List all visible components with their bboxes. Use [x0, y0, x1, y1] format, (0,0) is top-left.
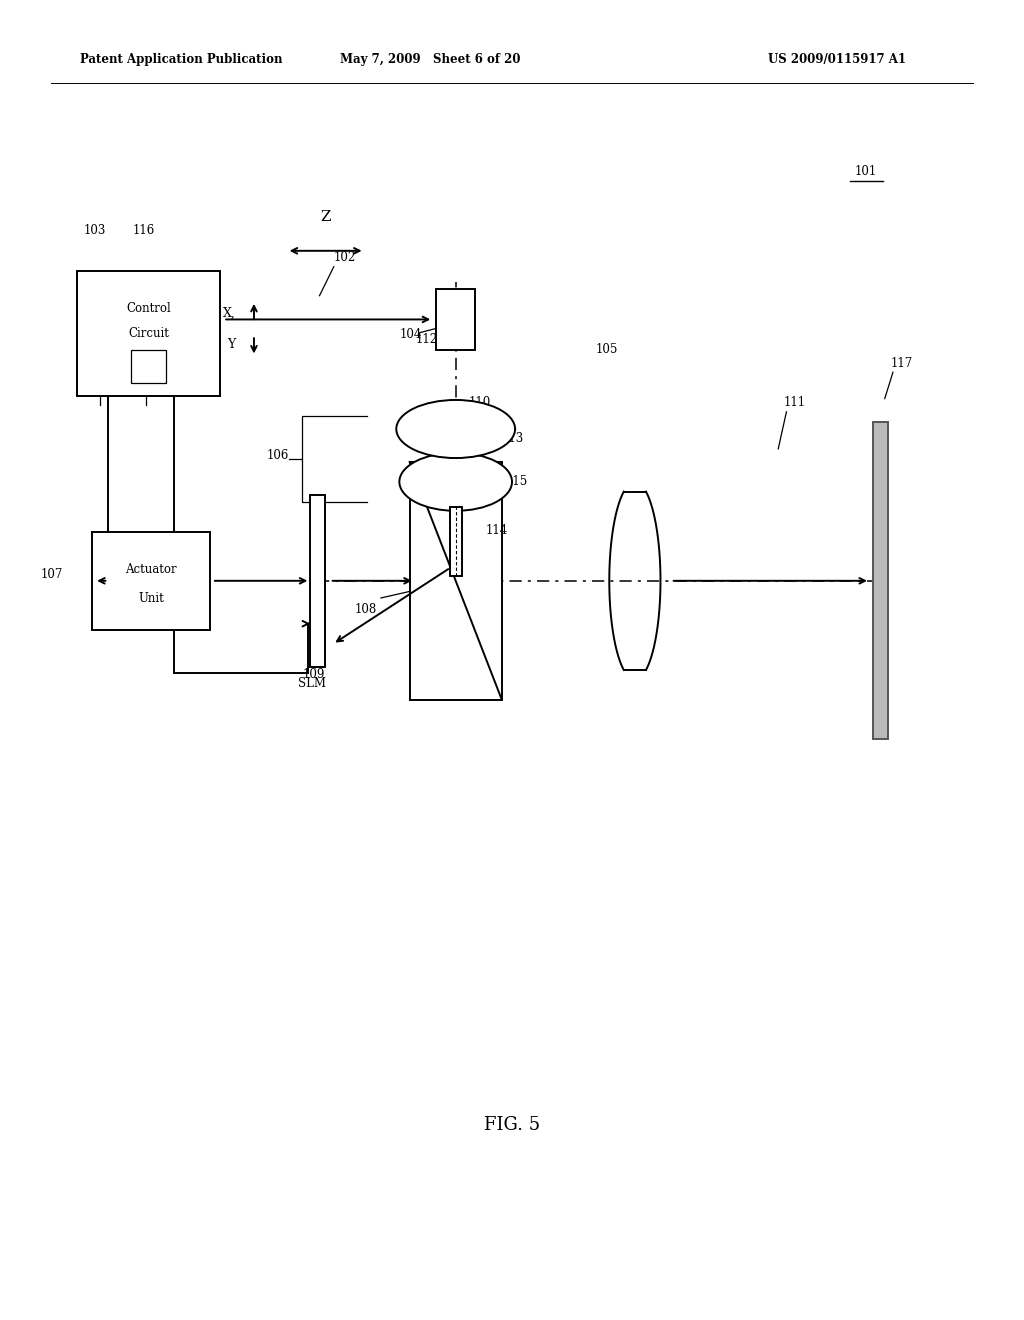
Ellipse shape: [399, 453, 512, 511]
Text: Unit: Unit: [138, 591, 164, 605]
Bar: [92, 532, 210, 630]
Text: 111: 111: [783, 396, 806, 409]
Text: 113: 113: [502, 432, 524, 445]
Text: 115: 115: [506, 475, 528, 488]
Text: 106: 106: [266, 449, 289, 462]
Text: 102: 102: [334, 251, 356, 264]
Text: X,: X,: [223, 306, 236, 319]
Text: US 2009/0115917 A1: US 2009/0115917 A1: [768, 53, 906, 66]
Text: Z: Z: [321, 210, 331, 224]
Text: 108: 108: [354, 603, 377, 616]
Text: SLM: SLM: [298, 677, 327, 690]
Text: 101: 101: [855, 165, 878, 178]
Bar: [872, 422, 889, 739]
Text: 116: 116: [133, 224, 156, 238]
Text: Actuator: Actuator: [125, 562, 177, 576]
Bar: [410, 462, 502, 700]
Text: May 7, 2009   Sheet 6 of 20: May 7, 2009 Sheet 6 of 20: [340, 53, 520, 66]
Text: 112: 112: [416, 333, 438, 346]
Bar: [77, 271, 220, 396]
Text: 117: 117: [891, 356, 913, 370]
Bar: [131, 350, 166, 383]
Text: Circuit: Circuit: [128, 327, 169, 339]
Bar: [450, 507, 462, 576]
Text: Control: Control: [126, 302, 171, 314]
Bar: [310, 495, 325, 667]
Text: 114: 114: [485, 524, 508, 537]
Ellipse shape: [396, 400, 515, 458]
Text: Patent Application Publication: Patent Application Publication: [80, 53, 283, 66]
Text: 103: 103: [84, 224, 106, 238]
Bar: [436, 289, 475, 350]
Text: 109: 109: [303, 668, 326, 681]
Text: 110: 110: [469, 396, 492, 409]
Text: FIG. 5: FIG. 5: [484, 1115, 540, 1134]
Text: Y: Y: [227, 338, 236, 351]
Text: 104: 104: [399, 327, 422, 341]
Text: 105: 105: [596, 343, 618, 356]
Text: 107: 107: [41, 568, 63, 581]
